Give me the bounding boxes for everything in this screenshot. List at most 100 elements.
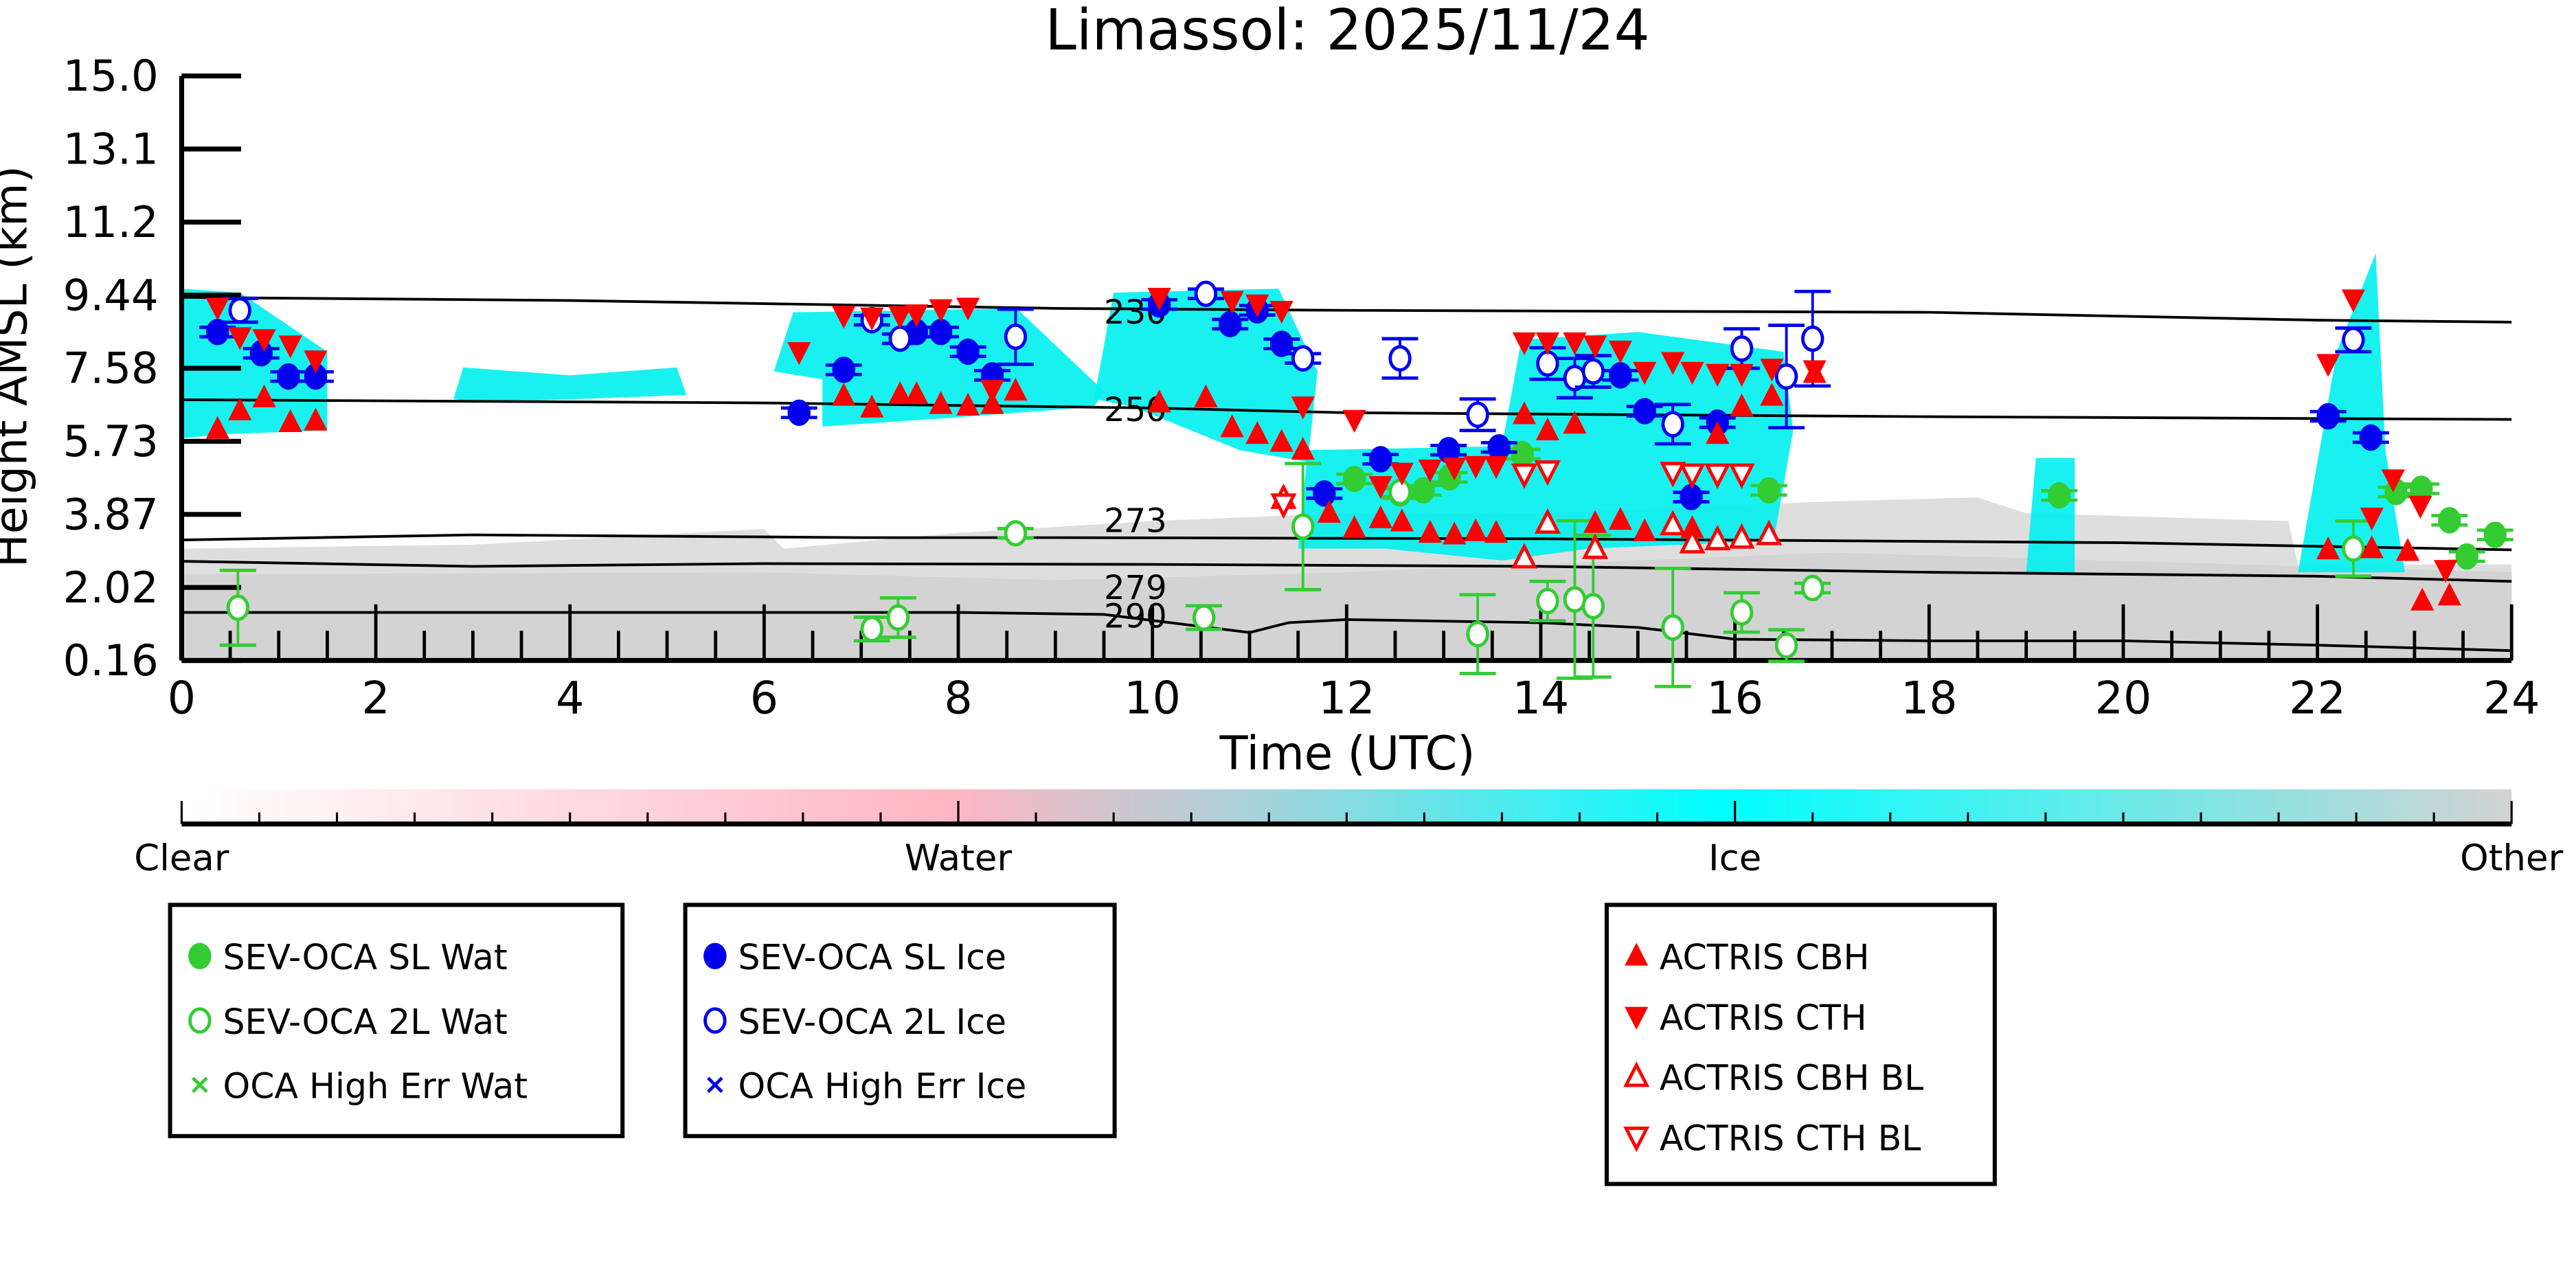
y-tick-label: 11.2 bbox=[63, 197, 159, 247]
data-point bbox=[888, 381, 912, 405]
data-point bbox=[1661, 614, 1684, 641]
x-tick-label: 6 bbox=[750, 673, 778, 724]
data-point bbox=[1679, 463, 1706, 489]
data-point bbox=[1269, 330, 1293, 357]
legend-label: ACTRIS CBH bbox=[1660, 937, 1870, 978]
data-point bbox=[1706, 420, 1730, 444]
isotherm-label: 273 bbox=[1104, 502, 1167, 541]
data-point bbox=[1194, 280, 1218, 307]
data-point bbox=[1704, 463, 1731, 489]
data-point bbox=[1368, 505, 1392, 528]
data-point bbox=[787, 399, 811, 427]
legend-label: SEV-OCA SL Ice bbox=[738, 937, 1007, 978]
series-sev-oca-2l-wat bbox=[219, 462, 2372, 688]
data-point bbox=[1464, 455, 1488, 479]
data-point bbox=[929, 299, 953, 322]
data-point bbox=[278, 409, 302, 433]
x-tick-label: 12 bbox=[1318, 673, 1375, 724]
data-point bbox=[1582, 533, 1609, 559]
data-point bbox=[304, 350, 328, 374]
data-point bbox=[1418, 460, 1442, 483]
legend-entry: ACTRIS CBH bbox=[1625, 937, 1870, 978]
data-point bbox=[205, 416, 229, 439]
y-tick-label: 3.87 bbox=[63, 489, 159, 539]
legend-box-3: ACTRIS CBH ACTRIS CTH ACTRIS CBH BL ACTRIS … bbox=[1604, 903, 1997, 1186]
data-point bbox=[832, 357, 855, 383]
x-tick-label: 0 bbox=[168, 673, 196, 724]
data-point bbox=[956, 392, 980, 416]
data-point bbox=[2360, 507, 2384, 531]
isotherm-line-230 bbox=[181, 295, 2512, 324]
data-point bbox=[1291, 513, 1315, 540]
data-point bbox=[1536, 587, 1559, 615]
data-point bbox=[1800, 574, 1824, 602]
data-point bbox=[1563, 332, 1587, 356]
data-point bbox=[980, 380, 1004, 403]
data-point bbox=[1581, 593, 1605, 620]
data-point bbox=[1760, 359, 1784, 382]
data-point bbox=[1512, 401, 1537, 425]
legend-entry: ACTRIS CBH BL bbox=[1623, 1058, 1923, 1098]
data-point bbox=[1706, 363, 1730, 387]
legend-label: OCA High Err Wat bbox=[223, 1066, 528, 1107]
data-point bbox=[1511, 463, 1538, 489]
x-tick-label: 4 bbox=[556, 673, 584, 724]
data-point bbox=[1219, 310, 1242, 338]
legend-box-2: SEV-OCA SL Ice SEV-OCA 2L Ice OCA High Err… bbox=[683, 903, 1117, 1138]
legend-marker bbox=[188, 942, 212, 970]
y-tick-label: 7.58 bbox=[63, 343, 159, 394]
chart-title: Limassol: 2025/11/24 bbox=[1045, 0, 1649, 63]
plot-area: 2302502732792900.162.023.875.737.589.441… bbox=[63, 51, 2540, 724]
y-tick-label: 15.0 bbox=[63, 51, 159, 101]
data-point bbox=[1633, 398, 1656, 425]
data-point bbox=[1466, 401, 1489, 428]
legend-entry: ACTRIS CTH bbox=[1625, 997, 1867, 1038]
data-point bbox=[1680, 484, 1703, 510]
data-point bbox=[1661, 411, 1684, 438]
data-point bbox=[2483, 521, 2507, 548]
data-point bbox=[888, 325, 912, 352]
isotherm-label: 279 bbox=[1104, 569, 1167, 607]
data-point bbox=[1390, 462, 1414, 486]
data-point bbox=[888, 306, 912, 329]
colorbar-label-other: Other bbox=[2460, 837, 2563, 879]
ice-cloud-region bbox=[2298, 253, 2405, 573]
data-point bbox=[860, 307, 884, 330]
ice-cloud-region bbox=[1094, 289, 1318, 462]
legend-marker bbox=[1623, 1127, 1650, 1153]
data-point bbox=[1633, 518, 1657, 541]
data-point bbox=[2047, 482, 2071, 509]
legend-marker bbox=[707, 1076, 723, 1094]
data-point bbox=[832, 306, 856, 329]
legend-label: ACTRIS CTH BL bbox=[1660, 1118, 1921, 1158]
x-tick-label: 10 bbox=[1124, 673, 1181, 724]
data-point bbox=[1270, 493, 1297, 519]
data-point bbox=[228, 327, 252, 350]
data-point bbox=[1660, 510, 1686, 536]
colorbar-label-clear: Clear bbox=[134, 837, 229, 879]
ice-cloud-region bbox=[2026, 457, 2075, 573]
data-point bbox=[2316, 536, 2340, 560]
data-point bbox=[2316, 403, 2340, 430]
x-axis-label: Time (UTC) bbox=[1219, 727, 1476, 780]
legend-marker bbox=[188, 1007, 212, 1034]
data-point bbox=[1269, 300, 1293, 324]
x-mark bbox=[707, 1076, 723, 1094]
data-point bbox=[1535, 417, 1559, 441]
data-point bbox=[1004, 520, 1028, 547]
legend-marker bbox=[703, 1007, 727, 1034]
y-axis-label: Height AMSL (km) bbox=[0, 166, 37, 567]
x-tick-label: 14 bbox=[1513, 673, 1570, 724]
legend-label: SEV-OCA SL Wat bbox=[223, 937, 508, 978]
data-point bbox=[2359, 424, 2383, 451]
data-point bbox=[1245, 294, 1269, 318]
data-point bbox=[1679, 528, 1706, 554]
legend-entry: OCA High Err Ice bbox=[707, 1066, 1026, 1107]
data-point bbox=[252, 384, 276, 407]
data-point bbox=[2410, 587, 2434, 611]
legend-frame bbox=[683, 903, 1117, 1138]
data-point bbox=[1728, 523, 1755, 549]
data-point bbox=[1511, 440, 1534, 468]
legend-entry: SEV-OCA SL Wat bbox=[188, 937, 508, 978]
